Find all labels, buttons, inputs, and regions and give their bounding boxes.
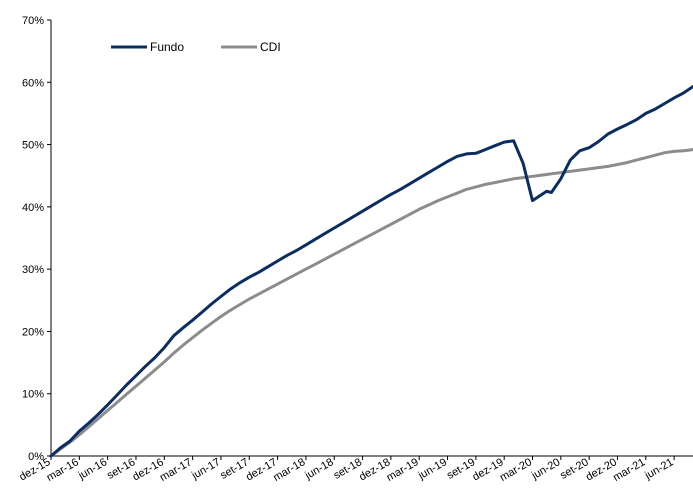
x-tick-label: jun-16 [76,456,109,482]
x-tick-label: mar-19 [385,456,421,484]
y-tick-label: 60% [22,77,44,89]
series-line-fundo [49,85,693,458]
x-tick-label: jun-20 [529,456,562,482]
x-tick-label: jun-21 [642,456,675,482]
legend-label-cdi: CDI [260,40,281,54]
y-axis: 0% 10% 20% 30% 40% 50% 60% 70% [22,15,51,463]
series-lines [49,85,693,458]
y-tick-label: 10% [22,389,44,401]
x-tick-label: mar-21 [611,456,647,484]
x-tick-label: jun-18 [302,456,335,482]
legend-label-fundo: Fundo [150,40,184,54]
y-tick-label: 40% [22,202,44,214]
y-tick-label: 50% [22,140,44,152]
legend: Fundo CDI [111,40,281,54]
y-tick-label: 70% [22,15,44,27]
x-axis: dez-15mar-16jun-16set-16dez-16mar-17jun-… [17,456,676,484]
y-tick-label: 0% [28,451,44,463]
x-tick-label: jun-17 [189,456,222,482]
y-tick-label: 20% [22,326,44,338]
x-tick-label: mar-20 [498,456,534,484]
x-tick-label: mar-17 [158,456,194,484]
x-tick-label: jun-19 [416,456,449,482]
x-tick-label: mar-18 [271,456,307,484]
y-tick-label: 30% [22,264,44,276]
series-line-cdi [49,148,693,458]
x-tick-label: mar-16 [45,456,81,484]
